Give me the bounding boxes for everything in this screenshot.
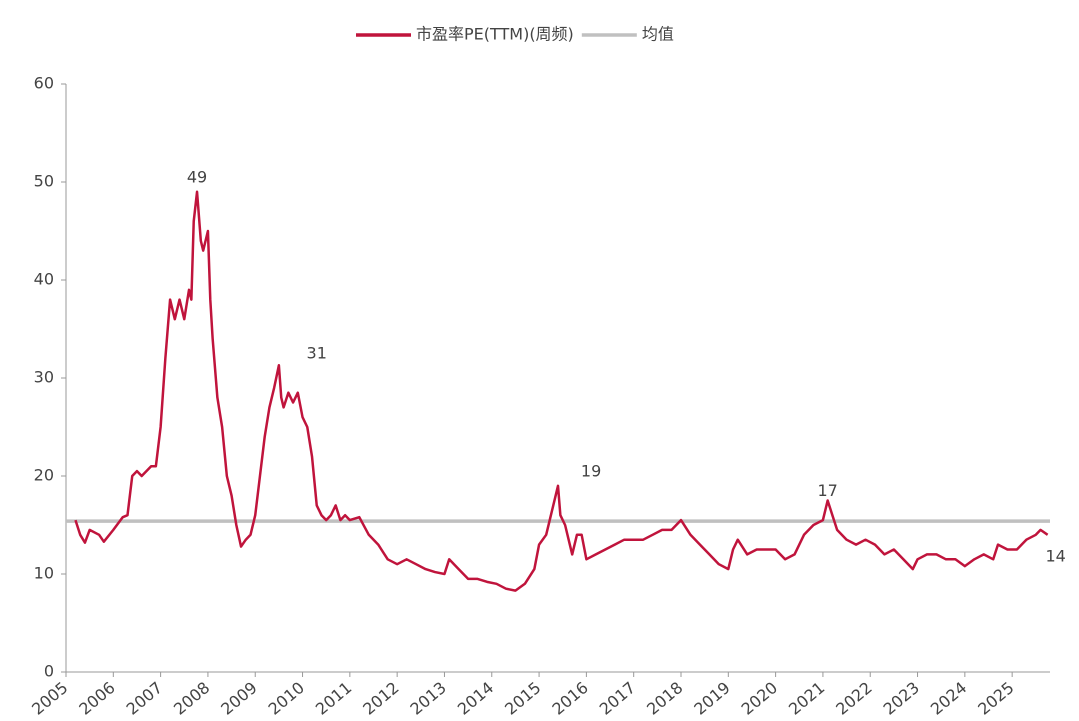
legend-label: 均值 — [642, 25, 674, 44]
x-tick-label: 2013 — [407, 678, 450, 719]
x-tick-label: 2006 — [75, 678, 118, 719]
x-tick-label: 2025 — [974, 678, 1017, 719]
x-tick-label: 2017 — [596, 678, 639, 719]
data-label: 49 — [187, 167, 207, 186]
x-tick-label: 2015 — [501, 678, 544, 719]
x-tick-label: 2014 — [454, 678, 497, 719]
x-tick-label: 2012 — [359, 678, 402, 719]
x-tick-label: 2009 — [217, 678, 260, 719]
y-tick-label: 30 — [34, 368, 54, 387]
x-tick-label: 2023 — [880, 678, 923, 719]
x-tick-label: 2011 — [312, 678, 355, 719]
x-tick-label: 2021 — [785, 678, 828, 719]
x-tick-label: 2022 — [832, 678, 875, 719]
x-tick-label: 2024 — [927, 678, 970, 719]
data-label: 31 — [307, 344, 327, 363]
x-tick-label: 2008 — [170, 678, 213, 719]
x-tick-label: 2007 — [123, 678, 166, 719]
data-label: 17 — [817, 481, 837, 500]
y-tick-label: 20 — [34, 466, 54, 485]
x-tick-label: 2018 — [643, 678, 686, 719]
legend-label: 市盈率PE(TTM)(周频) — [416, 25, 574, 44]
y-tick-label: 50 — [34, 172, 54, 191]
y-tick-label: 40 — [34, 270, 54, 289]
y-tick-label: 10 — [34, 564, 54, 583]
data-label: 19 — [581, 461, 601, 480]
x-tick-label: 2019 — [690, 678, 733, 719]
x-tick-label: 2005 — [28, 678, 71, 719]
data-label: 14 — [1045, 546, 1065, 565]
y-tick-label: 0 — [44, 662, 54, 681]
x-tick-label: 2016 — [548, 678, 591, 719]
x-tick-label: 2020 — [738, 678, 781, 719]
series-line — [74, 190, 1049, 592]
y-tick-label: 60 — [34, 74, 54, 93]
x-tick-label: 2010 — [265, 678, 308, 719]
